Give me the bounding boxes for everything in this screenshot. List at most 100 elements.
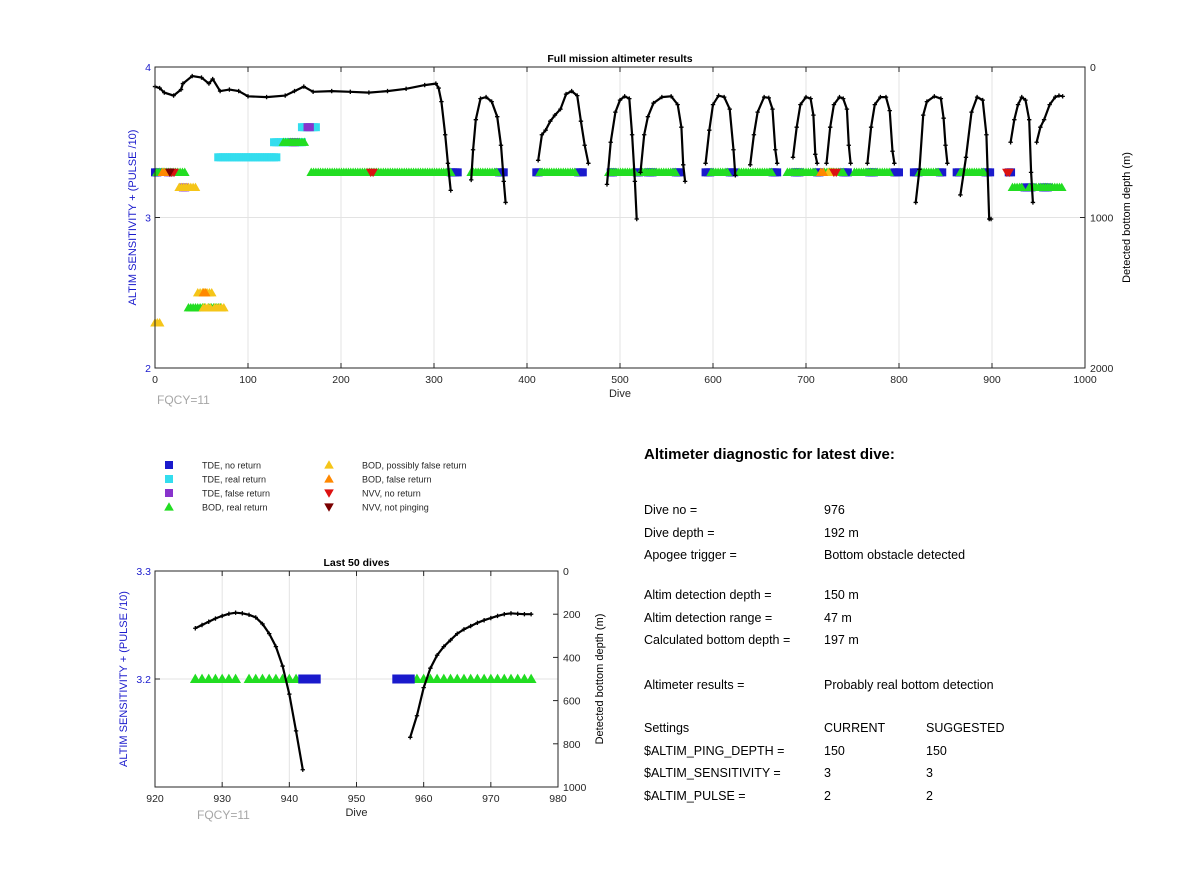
depth-point [210,76,215,82]
legend-item-tde-real-return: TDE, real return [165,475,266,485]
legend-marker [324,460,334,469]
diagnostic-label: Dive depth = [644,526,715,540]
depth-point [193,626,198,631]
depth-point [301,84,306,89]
depth-point [293,728,299,734]
depth-point [634,216,639,222]
chart-title: Last 50 dives [324,557,390,569]
depth-point [638,170,643,175]
depth-point [481,618,487,623]
depth-point [917,167,922,172]
depth-point [433,81,439,86]
depth-point [1038,125,1043,130]
x-tick-label: 1000 [1073,374,1097,386]
x-tick-label: 100 [239,374,257,386]
data-point [1004,168,1015,178]
depth-point [774,161,780,166]
legend-label: TDE, real return [202,475,266,485]
depth-point [608,140,613,145]
depth-point [613,109,618,115]
depth-point [548,118,553,124]
depth-line [791,95,819,164]
x-tick-label: 960 [415,793,433,805]
data-point [399,674,409,684]
depth-point [681,162,686,168]
legend-label: TDE, false return [202,489,270,499]
diagnostic-value: 192 m [824,526,859,540]
depth-point [280,663,285,669]
y2-tick-label: 600 [563,696,581,708]
diagnostic-row: Altim detection range = 47 m [644,611,1164,629]
data-point [200,287,211,297]
depth-point [428,666,433,671]
depth-point [213,616,218,621]
data-point [311,674,321,684]
diagnostic-value: 197 m [824,633,859,647]
depth-point [932,94,937,99]
depth-point [924,99,930,104]
depth-point [945,161,950,166]
depth-point [748,162,753,168]
depth-point [403,86,409,92]
legend-label: TDE, no return [202,461,261,471]
depth-point [157,85,162,91]
depth-point [266,631,272,636]
depth-point [773,147,778,152]
depth-point [963,155,969,160]
legend-marker [165,489,173,497]
depth-point [528,612,534,617]
diagnostic-label: Calculated bottom depth = [644,633,791,647]
data-point [843,168,852,177]
legend-label: NVV, not pinging [362,503,429,513]
depth-point [629,132,635,137]
data-point [1016,182,1027,191]
depth-point [974,94,980,100]
depth-point [348,89,353,95]
y2-axis-label: Detected bottom depth (m) [594,614,606,745]
x-tick-label: 600 [704,374,722,386]
depth-point [938,96,944,101]
depth-line [866,95,896,164]
y2-tick-label: 400 [563,652,581,664]
depth-line [749,95,779,165]
data-point [190,182,201,191]
depth-point [473,117,479,122]
depth-point [162,90,167,95]
data-point [305,123,314,132]
depth-point [811,112,816,118]
depth-point [941,115,946,121]
data-point [159,167,170,176]
diagnostic-value: 150 [824,744,845,758]
depth-point [841,96,846,101]
depth-point [498,143,504,148]
depth-line-series [152,73,1065,222]
depth-point [865,161,870,166]
x-tick-label: 200 [332,374,350,386]
diagnostic-label: Altim detection range = [644,611,773,625]
depth-point [522,612,527,617]
depth-point [1008,140,1013,145]
depth-line [1009,95,1034,203]
x-tick-label: 930 [213,793,231,805]
depth-point [495,114,500,119]
x-tick-label: 400 [518,374,536,386]
depth-point [543,128,548,133]
legend-item-tde-false-return: TDE, false return [165,489,270,499]
diagnostic-value: 3 [824,766,831,780]
data-point [938,168,947,177]
depth-line-series [193,610,534,772]
depth-point [984,132,989,137]
depth-point [488,615,494,621]
depth-point [414,713,420,718]
depth-point [721,94,727,100]
data-point [206,287,217,297]
legend-marker [324,489,334,498]
depth-point [707,128,712,133]
depth-point [622,94,627,99]
diagnostic-row: Apogee trigger = Bottom obstacle detected [644,548,1164,566]
x-tick-label: 980 [549,793,567,805]
data-point [298,674,308,684]
depth-point [675,102,680,107]
depth-point [569,88,574,94]
depth-point [260,621,265,627]
